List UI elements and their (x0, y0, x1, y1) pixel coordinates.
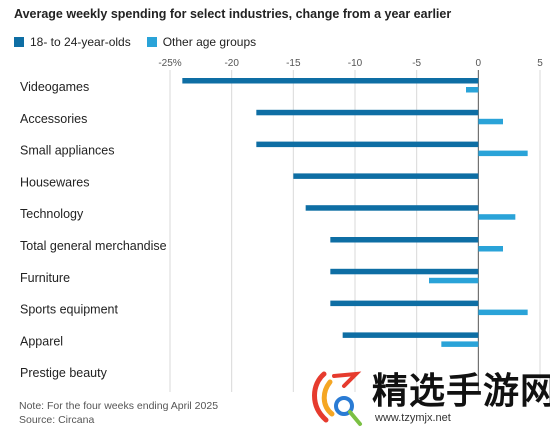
legend-label-other: Other age groups (162, 35, 257, 49)
bar-young (330, 300, 479, 307)
bar-young (182, 78, 479, 84)
watermark-text: 精选手游网 (372, 371, 550, 412)
x-tick-label: 0 (476, 58, 482, 69)
legend-swatch-other (146, 37, 157, 47)
bar-young (305, 205, 479, 211)
bar-young (342, 332, 479, 338)
category-label: Housewares (20, 175, 89, 189)
bar-young (330, 237, 479, 243)
legend-swatch-young (14, 37, 24, 47)
bar-young (293, 173, 479, 179)
legend-label-young: 18- to 24-year-olds (30, 35, 131, 49)
chart-title: Average weekly spending for select indus… (14, 7, 452, 21)
chart-source: Source: Circana (19, 414, 95, 426)
bar-young (330, 268, 479, 275)
category-label: Small appliances (20, 144, 115, 158)
category-label: Prestige beauty (20, 366, 108, 380)
bar-other (466, 87, 479, 93)
watermark-logo-icon (312, 371, 362, 426)
legend-item-other: Other age groups (146, 35, 257, 49)
x-tick-label: -20 (224, 58, 239, 69)
watermark: 精选手游网 www.tzymjx.net (300, 360, 550, 433)
x-tick-label: -25% (158, 58, 181, 69)
x-tick-label: -5 (412, 58, 421, 69)
category-label: Accessories (20, 112, 87, 126)
bar-other (441, 341, 479, 347)
category-label: Technology (20, 207, 84, 221)
category-label: Sports equipment (20, 303, 119, 317)
x-tick-label: -10 (348, 58, 363, 69)
category-label: Apparel (20, 334, 63, 348)
bar-other (478, 214, 516, 220)
category-label: Videogames (20, 80, 89, 94)
bar-other (478, 309, 528, 316)
legend-item-young: 18- to 24-year-olds (14, 35, 131, 49)
bar-other (478, 118, 503, 125)
watermark-url: www.tzymjx.net (375, 412, 451, 424)
bar-young (256, 141, 479, 148)
bar-other (478, 246, 503, 252)
category-label: Total general merchandise (20, 239, 167, 253)
chart-note: Note: For the four weeks ending April 20… (19, 400, 219, 412)
category-label: Furniture (20, 271, 70, 285)
bar-other (429, 277, 479, 284)
legend: 18- to 24-year-olds Other age groups (14, 35, 272, 49)
chart-plot: -25% -20 -15 -10 -5 0 5 Videogames Accessories Sm… (20, 58, 543, 392)
x-tick-label: -15 (286, 58, 301, 69)
bar-other (478, 150, 528, 157)
bar-young (256, 109, 479, 116)
x-tick-label: 5 (537, 58, 543, 69)
